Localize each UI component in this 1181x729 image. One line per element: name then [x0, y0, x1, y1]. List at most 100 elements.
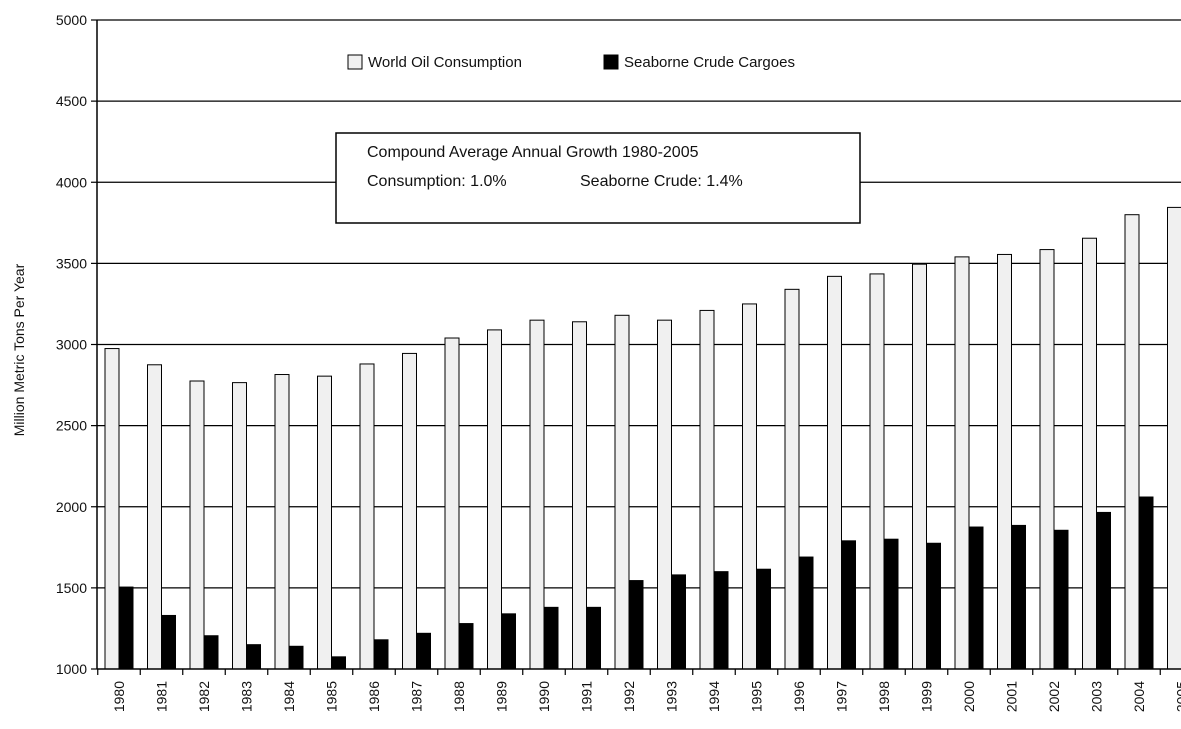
y-tick-labels: 1000 1500 2000 2500 3000 3500 4000 4500 5000 — [56, 12, 87, 677]
x-tick-label: 1998 — [876, 681, 892, 712]
x-tick-label: 1992 — [621, 681, 637, 712]
bar-seaborne — [203, 635, 219, 670]
bar-consumption — [827, 275, 842, 670]
bar-consumption — [1167, 206, 1181, 670]
x-tick-label: 1997 — [834, 681, 850, 712]
y-tick-label: 1000 — [56, 661, 87, 677]
y-tick-label: 2500 — [56, 418, 87, 434]
bar-seaborne — [373, 639, 389, 670]
bar-seaborne — [118, 586, 134, 670]
bar-seaborne — [628, 580, 644, 670]
y-axis-title: Million Metric Tons Per Year — [11, 263, 27, 436]
y-tick-label: 3500 — [56, 255, 87, 271]
bar-consumption — [869, 273, 885, 670]
bar-consumption — [232, 382, 247, 670]
x-tick-label: 1985 — [324, 681, 340, 712]
axes — [91, 19, 1181, 675]
growth-annotation-box: Compound Average Annual Growth 1980-2005… — [335, 132, 861, 224]
y-tick-label: 5000 — [56, 12, 87, 28]
bar-seaborne — [458, 623, 474, 670]
x-tick-label: 2004 — [1131, 681, 1147, 712]
bar-seaborne — [1138, 496, 1154, 670]
x-tick-label: 1993 — [664, 681, 680, 712]
grid-lines — [97, 19, 1181, 589]
bar-seaborne — [1011, 524, 1026, 670]
bar-consumption — [912, 263, 927, 670]
annotation-title: Compound Average Annual Growth 1980-2005 — [367, 144, 699, 161]
annotation-seaborne-growth: Seaborne Crude: 1.4% — [580, 173, 743, 190]
x-tick-label: 1983 — [239, 681, 255, 712]
bar-seaborne — [331, 656, 346, 670]
x-tick-label: 2005 — [1174, 681, 1181, 712]
x-tick-label: 1999 — [919, 681, 935, 712]
x-tick-label: 1996 — [791, 681, 807, 712]
x-tick-label: 2003 — [1089, 681, 1105, 712]
bar-consumption — [1082, 237, 1097, 670]
bar-consumption — [1124, 214, 1140, 670]
legend-label-seaborne: Seaborne Crude Cargoes — [624, 54, 795, 71]
bar-seaborne — [416, 632, 431, 670]
x-tick-label: 1980 — [111, 681, 127, 712]
legend: World Oil Consumption Seaborne Crude Car… — [347, 54, 795, 71]
y-tick-label: 2000 — [56, 499, 87, 515]
bar-consumption — [699, 309, 715, 670]
y-tick-label: 4000 — [56, 174, 87, 190]
x-tick-label: 1988 — [451, 681, 467, 712]
x-tick-label: 1989 — [494, 681, 510, 712]
y-tick-label: 1500 — [56, 580, 87, 596]
bar-seaborne — [161, 614, 176, 670]
bar-seaborne — [926, 542, 941, 670]
bar-consumption — [997, 253, 1012, 670]
bar-consumption — [359, 363, 375, 670]
x-tick-label: 1986 — [366, 681, 382, 712]
x-tick-label: 2002 — [1046, 681, 1062, 712]
bars — [104, 206, 1181, 670]
bar-seaborne — [586, 606, 601, 670]
y-tick-label: 3000 — [56, 337, 87, 353]
bar-seaborne — [1096, 511, 1111, 670]
x-tick-label: 1984 — [281, 681, 297, 712]
bar-seaborne — [501, 613, 516, 670]
bar-seaborne — [756, 568, 771, 670]
bar-consumption — [742, 303, 757, 670]
x-tick-label: 1995 — [749, 681, 765, 712]
bar-seaborne — [543, 606, 559, 670]
legend-swatch-seaborne — [603, 54, 619, 70]
x-tick-label: 2000 — [961, 681, 977, 712]
bar-consumption — [784, 288, 800, 670]
annotation-consumption-growth: Consumption: 1.0% — [367, 173, 507, 190]
bar-consumption — [657, 319, 672, 670]
bar-consumption — [954, 256, 970, 670]
y-tick-label: 4500 — [56, 93, 87, 109]
bar-seaborne — [883, 538, 899, 670]
x-tick-label: 1991 — [579, 681, 595, 712]
legend-label-consumption: World Oil Consumption — [368, 54, 522, 71]
bar-seaborne — [246, 644, 261, 670]
x-tick-labels: 1980 1981 1982 1983 1984 1985 1986 1987 1988 1989… — [111, 681, 1181, 712]
bar-seaborne — [288, 645, 304, 670]
bar-consumption — [614, 314, 630, 670]
bar-consumption — [189, 380, 205, 670]
x-tick-label: 1987 — [409, 681, 425, 712]
bar-consumption — [529, 319, 545, 670]
bar-seaborne — [713, 571, 729, 670]
bar-consumption — [317, 375, 332, 670]
bar-consumption — [274, 374, 290, 670]
bar-consumption — [572, 321, 587, 670]
bar-seaborne — [841, 540, 856, 670]
x-tick-label: 2001 — [1004, 681, 1020, 712]
bar-seaborne — [798, 556, 814, 670]
bar-consumption — [1039, 249, 1055, 670]
bar-seaborne — [1053, 529, 1069, 670]
bar-consumption — [444, 337, 460, 670]
x-tick-label: 1994 — [706, 681, 722, 712]
bar-consumption — [487, 329, 502, 670]
x-tick-label: 1981 — [154, 681, 170, 712]
legend-swatch-consumption — [347, 54, 363, 70]
bar-seaborne — [968, 526, 984, 670]
x-tick-label: 1982 — [196, 681, 212, 712]
bar-consumption — [402, 352, 417, 670]
bar-consumption — [104, 348, 120, 670]
